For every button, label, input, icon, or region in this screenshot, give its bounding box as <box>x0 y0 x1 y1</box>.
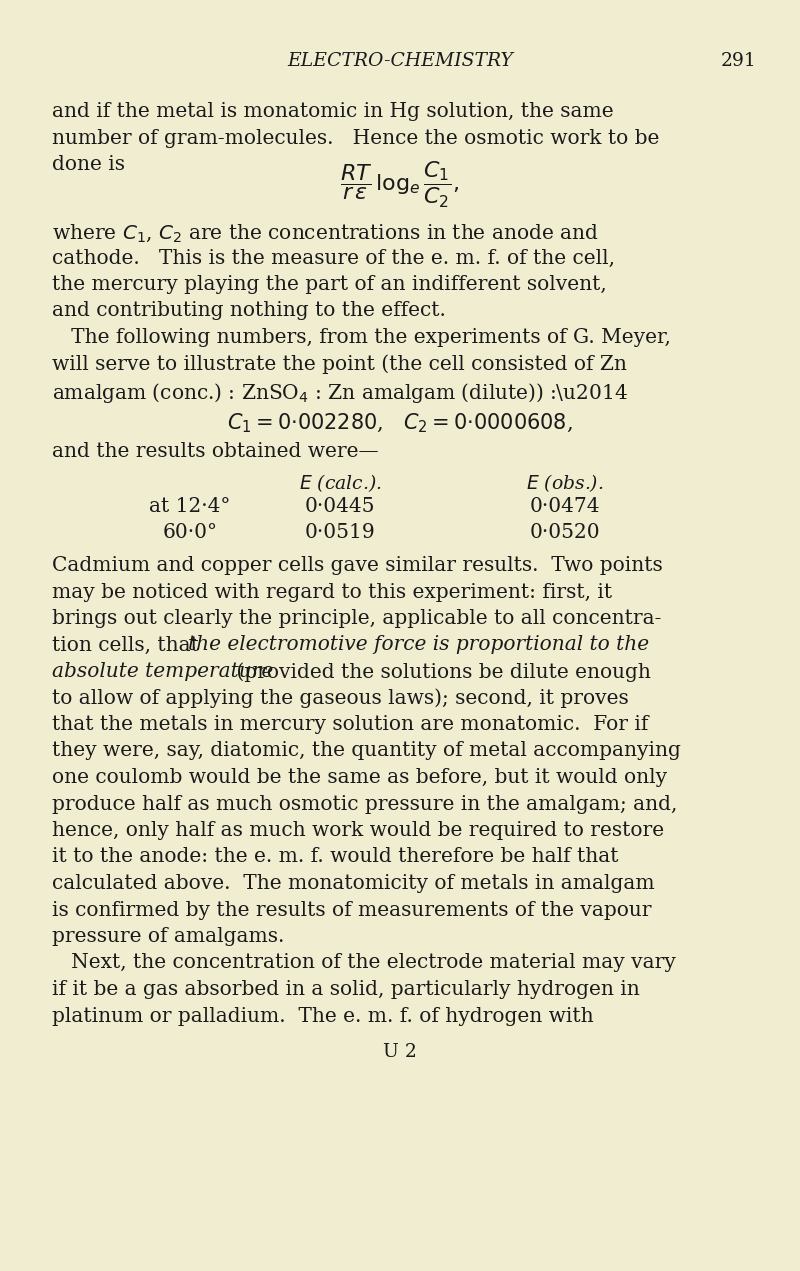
Text: 0·0519: 0·0519 <box>305 524 375 543</box>
Text: the electromotive force is proportional to the: the electromotive force is proportional … <box>188 636 649 655</box>
Text: they were, say, diatomic, the quantity of metal accompanying: they were, say, diatomic, the quantity o… <box>52 741 681 760</box>
Text: 0·0445: 0·0445 <box>305 497 375 516</box>
Text: 291: 291 <box>720 52 756 70</box>
Text: done is: done is <box>52 155 125 174</box>
Text: and if the metal is monatomic in Hg solution, the same: and if the metal is monatomic in Hg solu… <box>52 102 614 121</box>
Text: to allow of applying the gaseous laws); second, it proves: to allow of applying the gaseous laws); … <box>52 689 629 708</box>
Text: number of gram-molecules.   Hence the osmotic work to be: number of gram-molecules. Hence the osmo… <box>52 128 659 147</box>
Text: 0·0474: 0·0474 <box>530 497 600 516</box>
Text: will serve to illustrate the point (the cell consisted of Zn: will serve to illustrate the point (the … <box>52 355 627 374</box>
Text: $E$ (obs.).: $E$ (obs.). <box>526 473 604 494</box>
Text: amalgam (conc.) : ZnSO$_4$ : Zn amalgam (dilute)) :\u2014: amalgam (conc.) : ZnSO$_4$ : Zn amalgam … <box>52 381 628 405</box>
Text: ELECTRO-CHEMISTRY: ELECTRO-CHEMISTRY <box>287 52 513 70</box>
Text: (provided the solutions be dilute enough: (provided the solutions be dilute enough <box>230 662 651 681</box>
Text: where $C_1$, $C_2$ are the concentrations in the anode and: where $C_1$, $C_2$ are the concentration… <box>52 222 598 244</box>
Text: it to the anode: the e. m. f. would therefore be half that: it to the anode: the e. m. f. would ther… <box>52 848 618 867</box>
Text: 60·0°: 60·0° <box>162 524 218 543</box>
Text: tion cells, that: tion cells, that <box>52 636 206 655</box>
Text: Next, the concentration of the electrode material may vary: Next, the concentration of the electrode… <box>52 953 676 972</box>
Text: hence, only half as much work would be required to restore: hence, only half as much work would be r… <box>52 821 664 840</box>
Text: 0·0520: 0·0520 <box>530 524 600 543</box>
Text: The following numbers, from the experiments of G. Meyer,: The following numbers, from the experime… <box>52 328 671 347</box>
Text: one coulomb would be the same as before, but it would only: one coulomb would be the same as before,… <box>52 768 667 787</box>
Text: that the metals in mercury solution are monatomic.  For if: that the metals in mercury solution are … <box>52 716 648 733</box>
Text: brings out clearly the principle, applicable to all concentra-: brings out clearly the principle, applic… <box>52 609 662 628</box>
Text: calculated above.  The monatomicity of metals in amalgam: calculated above. The monatomicity of me… <box>52 874 654 894</box>
Text: is confirmed by the results of measurements of the vapour: is confirmed by the results of measureme… <box>52 900 651 919</box>
Text: Cadmium and copper cells gave similar results.  Two points: Cadmium and copper cells gave similar re… <box>52 555 662 574</box>
Text: absolute temperature: absolute temperature <box>52 662 274 681</box>
Text: U 2: U 2 <box>383 1043 417 1061</box>
Text: $\dfrac{RT}{r\,\epsilon}\,\log_e\dfrac{C_1}{C_2},$: $\dfrac{RT}{r\,\epsilon}\,\log_e\dfrac{C… <box>341 160 459 210</box>
Text: $C_1 = 0{\cdot}002280$,   $C_2 = 0{\cdot}0000608$,: $C_1 = 0{\cdot}002280$, $C_2 = 0{\cdot}0… <box>227 412 573 435</box>
Text: platinum or palladium.  The e. m. f. of hydrogen with: platinum or palladium. The e. m. f. of h… <box>52 1007 594 1026</box>
Text: and the results obtained were—: and the results obtained were— <box>52 442 378 461</box>
Text: if it be a gas absorbed in a solid, particularly hydrogen in: if it be a gas absorbed in a solid, part… <box>52 980 640 999</box>
Text: and contributing nothing to the effect.: and contributing nothing to the effect. <box>52 301 446 320</box>
Text: $E$ (calc.).: $E$ (calc.). <box>298 473 382 494</box>
Text: produce half as much osmotic pressure in the amalgam; and,: produce half as much osmotic pressure in… <box>52 794 678 813</box>
Text: the mercury playing the part of an indifferent solvent,: the mercury playing the part of an indif… <box>52 275 606 294</box>
Text: may be noticed with regard to this experiment: first, it: may be noticed with regard to this exper… <box>52 582 612 601</box>
Text: cathode.   This is the measure of the e. m. f. of the cell,: cathode. This is the measure of the e. m… <box>52 249 615 267</box>
Text: pressure of amalgams.: pressure of amalgams. <box>52 927 284 946</box>
Text: at 12·4°: at 12·4° <box>150 497 230 516</box>
